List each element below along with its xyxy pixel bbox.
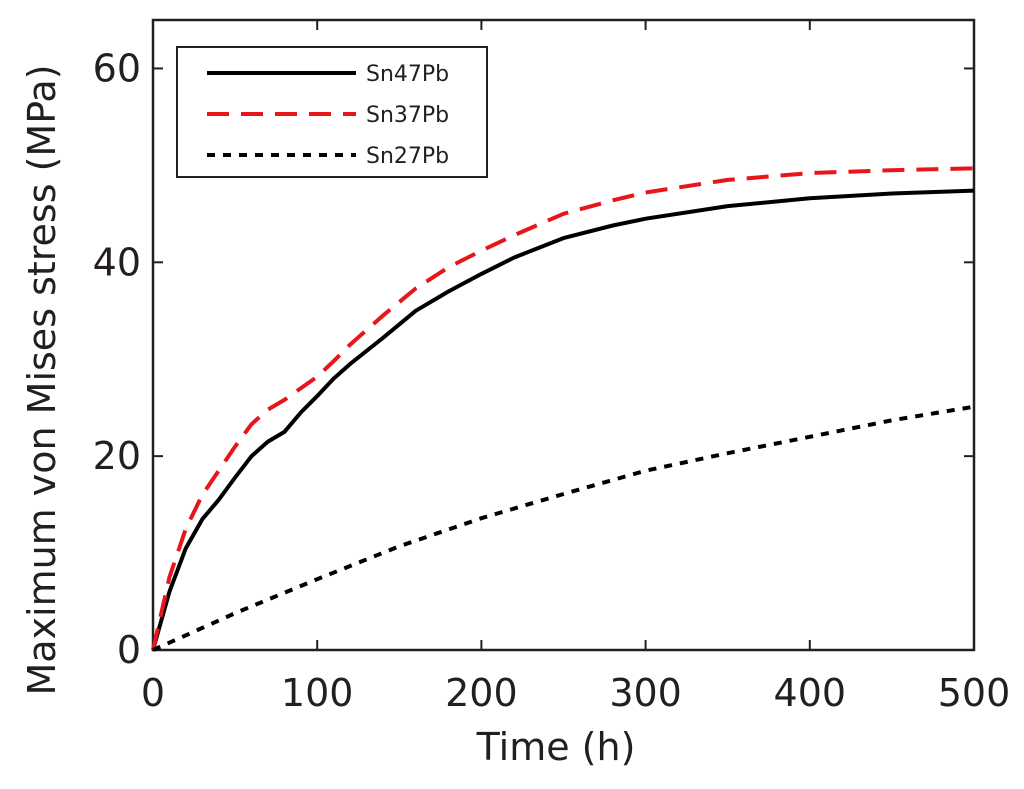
y-tick-label: 20	[93, 434, 141, 478]
y-tick-label: 0	[117, 628, 141, 672]
y-tick-label: 40	[93, 240, 141, 284]
x-tick-label: 200	[445, 671, 518, 715]
x-tick-label: 500	[938, 671, 1011, 715]
series-line-sn27pb	[152, 404, 975, 652]
series-lines	[151, 166, 975, 652]
y-tick-label: 60	[93, 46, 141, 90]
legend-label-sn37pb: Sn37Pb	[366, 103, 449, 128]
x-tick-label: 100	[281, 671, 354, 715]
x-tick-label: 0	[141, 671, 165, 715]
series-line-sn37pb	[151, 166, 975, 651]
x-tick-label: 300	[609, 671, 682, 715]
y-axis: 0 20 40 60	[93, 46, 974, 672]
legend-label-sn27pb: Sn27Pb	[366, 144, 449, 169]
legend: Sn47Pb Sn37Pb Sn27Pb	[176, 46, 488, 178]
series-line-sn47pb	[151, 188, 975, 651]
legend-label-sn47pb: Sn47Pb	[366, 62, 449, 87]
x-axis-title: Time (h)	[476, 725, 636, 769]
y-axis-title: Maximum von Mises stress (MPa)	[20, 64, 64, 695]
x-tick-label: 400	[774, 671, 847, 715]
x-axis: 0 100 200 300 400 500	[141, 20, 1010, 715]
